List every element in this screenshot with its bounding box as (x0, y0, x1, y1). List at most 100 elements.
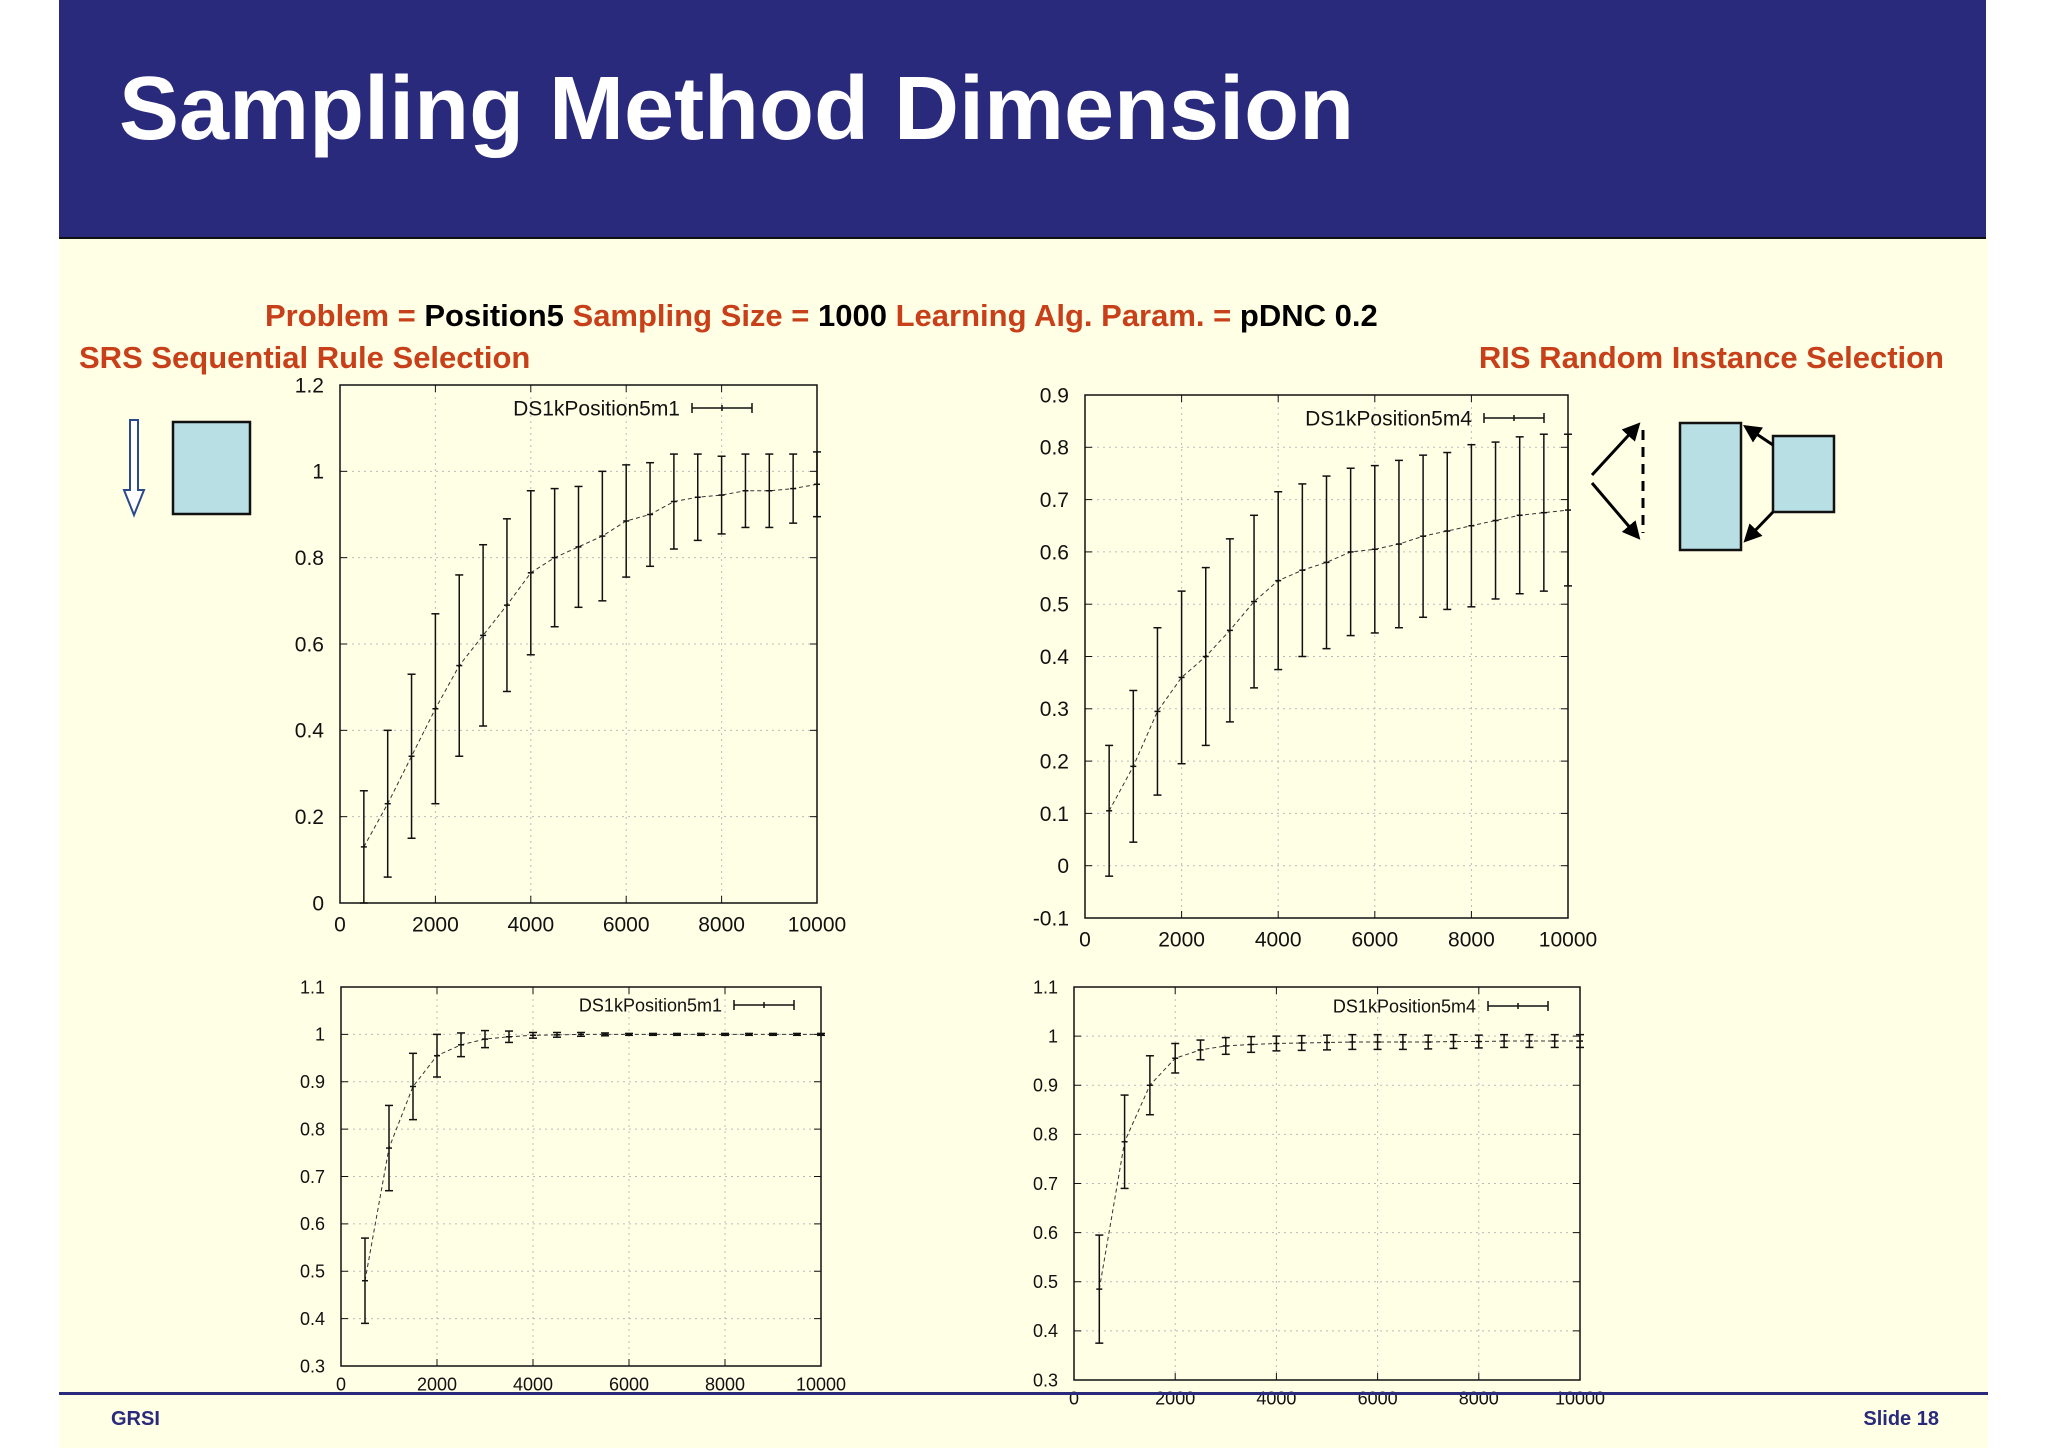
error-bar-point (1467, 443, 1476, 608)
error-bar-point (383, 729, 392, 878)
instance-box-large-icon (1678, 421, 1743, 552)
plot-frame (339, 384, 818, 904)
y-tick-label: 0.6 (295, 633, 324, 656)
title-bar (59, 0, 1986, 239)
error-bar-point (793, 1032, 801, 1037)
rule-box-icon (171, 420, 252, 516)
y-tick-label: 0.8 (300, 1119, 325, 1139)
error-bar-point (407, 673, 416, 839)
x-tick-label: 8000 (1448, 928, 1495, 951)
instance-box-small-icon (1771, 434, 1836, 514)
x-tick-label: 2000 (417, 1374, 457, 1394)
y-tick-label: 1 (315, 1025, 325, 1045)
error-bar-point (1346, 467, 1355, 637)
plot-frame (1073, 986, 1581, 1381)
slide-title: Sampling Method Dimension (119, 59, 1355, 159)
error-bar-point (1491, 441, 1500, 600)
legend-label: DS1kPosition5m4 (1333, 996, 1476, 1016)
error-bar-point (433, 1033, 441, 1078)
y-tick-label: 0.3 (1033, 1370, 1058, 1390)
error-bar-point (1550, 1033, 1559, 1049)
series-line (363, 483, 818, 848)
y-tick-label: 0.9 (300, 1072, 325, 1092)
y-tick-label: 0.3 (1040, 698, 1069, 721)
error-bar-point (625, 1032, 633, 1037)
y-tick-label: 0 (1057, 855, 1069, 878)
y-tick-label: 0.3 (300, 1356, 325, 1376)
error-bar-point (646, 461, 655, 568)
error-bar-point (1370, 464, 1379, 634)
y-tick-label: 0.5 (1040, 594, 1069, 617)
error-bar-point (385, 1104, 393, 1192)
error-bar-point (1398, 1033, 1407, 1051)
error-bar-point (409, 1052, 417, 1121)
y-tick-label: 0.6 (300, 1214, 325, 1234)
x-tick-label: 8000 (705, 1374, 745, 1394)
error-bar-point (622, 464, 631, 578)
error-bar-point (1177, 590, 1186, 765)
error-bar-point (673, 1032, 681, 1037)
error-bar-point (1449, 1033, 1458, 1050)
plot-frame (1084, 394, 1569, 919)
y-tick-label: 0.7 (1033, 1174, 1058, 1194)
error-bar-point (431, 613, 440, 805)
error-bar-point (817, 1032, 825, 1037)
x-tick-label: 6000 (1351, 928, 1398, 951)
legend-label: DS1kPosition5m1 (579, 995, 722, 1015)
footer-divider (59, 1392, 1988, 1395)
x-tick-label: 6000 (603, 913, 650, 936)
error-bar-point (789, 453, 798, 524)
y-tick-label: 0.1 (1040, 803, 1069, 826)
error-bar-point (1564, 433, 1572, 587)
error-bar-point (1274, 491, 1283, 671)
ris-label: RIS Random Instance Selection (1478, 340, 1944, 375)
sampling-value: 1000 (818, 298, 887, 333)
x-tick-label: 10000 (1539, 928, 1597, 951)
error-bar-point (1443, 451, 1452, 611)
x-tick-label: 2000 (412, 913, 459, 936)
error-bar-point (669, 453, 678, 550)
y-tick-label: 0.4 (1040, 646, 1070, 669)
error-bar-point (1171, 1042, 1180, 1074)
y-tick-label: 1 (312, 461, 324, 484)
error-bar-point (693, 453, 702, 542)
x-tick-label: 4000 (513, 1374, 553, 1394)
error-bar-point (745, 1032, 753, 1037)
error-bar-point (1272, 1035, 1281, 1052)
error-bar-point (1225, 538, 1234, 723)
error-bar-point (502, 518, 511, 693)
error-bar-point (1539, 433, 1548, 592)
slide-background (59, 0, 1988, 1448)
error-bar-point (1145, 1055, 1154, 1116)
error-bar-point (1474, 1034, 1483, 1049)
error-bar-point (1298, 483, 1307, 658)
error-bar-point (577, 1031, 585, 1038)
error-bar-point (1247, 1035, 1256, 1054)
error-bar-point (741, 453, 750, 529)
series-line (1098, 1040, 1580, 1290)
error-bar-point (813, 451, 821, 518)
x-tick-label: 0 (1069, 1388, 1079, 1408)
y-tick-label: 0.8 (1040, 437, 1069, 460)
x-tick-label: 6000 (609, 1374, 649, 1394)
error-bar-point (1129, 689, 1138, 843)
x-tick-label: 2000 (1158, 928, 1205, 951)
y-tick-label: 0.6 (1033, 1223, 1058, 1243)
problem-value: Position5 (424, 298, 564, 333)
sampling-label: Sampling Size = (572, 298, 810, 333)
x-tick-label: 4000 (507, 913, 554, 936)
error-bar-point (1196, 1039, 1205, 1061)
y-tick-label: 0.8 (1033, 1125, 1058, 1145)
error-bar-point (457, 1032, 465, 1058)
error-bar-point (550, 487, 559, 628)
error-bar-point (697, 1032, 705, 1037)
legend-label: DS1kPosition5m1 (513, 397, 680, 420)
error-bar-point (553, 1031, 561, 1038)
error-bar-point (1250, 514, 1259, 689)
error-bar-point (765, 453, 774, 529)
error-bar-point (1105, 744, 1114, 877)
y-tick-label: 0.5 (300, 1262, 325, 1282)
y-tick-label: 1 (1048, 1026, 1058, 1046)
y-tick-label: 0.9 (1033, 1076, 1058, 1096)
